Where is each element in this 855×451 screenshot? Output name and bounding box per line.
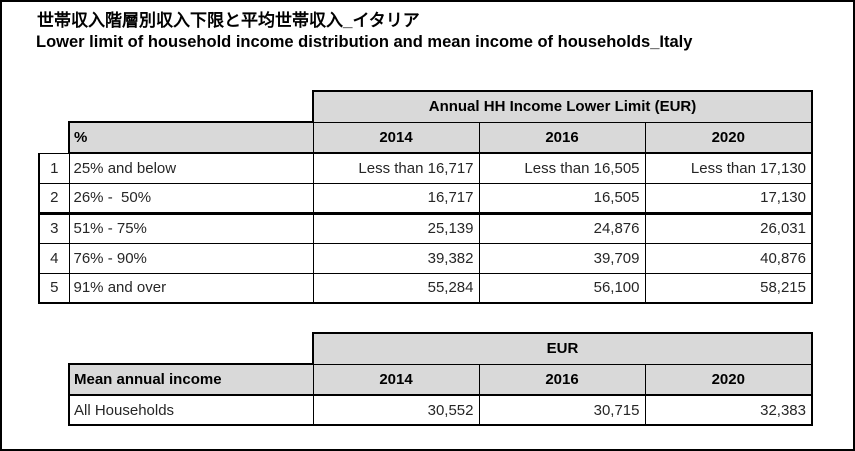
row-label: 91% and over bbox=[68, 272, 314, 304]
table-row: 1 25% and below Less than 16,717 Less th… bbox=[38, 152, 813, 184]
row-label: 25% and below bbox=[68, 152, 314, 184]
table-row: 3 51% - 75% 25,139 24,876 26,031 bbox=[38, 211, 813, 244]
cell-2016: 39,709 bbox=[478, 242, 646, 274]
table2-group-header-row: EUR bbox=[69, 332, 813, 365]
cell-2020: 32,383 bbox=[644, 394, 813, 426]
title-japanese: 世帯収入階層別収入下限と平均世帯収入_イタリア bbox=[37, 11, 420, 30]
table-row: 5 91% and over 55,284 56,100 58,215 bbox=[38, 272, 813, 304]
title-english: Lower limit of household income distribu… bbox=[36, 33, 693, 51]
table2-year-header-2014: 2014 bbox=[312, 363, 480, 396]
row-number: 1 bbox=[38, 152, 70, 184]
table-row: All Households 30,552 30,715 32,383 bbox=[68, 394, 813, 426]
table2-column-header-row: Mean annual income 2014 2016 2020 bbox=[68, 363, 813, 396]
table1-group-header: Annual HH Income Lower Limit (EUR) bbox=[312, 90, 813, 123]
cell-2016: Less than 16,505 bbox=[478, 152, 646, 184]
row-number: 5 bbox=[38, 272, 70, 304]
table1-year-header-2020: 2020 bbox=[644, 121, 813, 154]
cell-2014: Less than 16,717 bbox=[312, 152, 480, 184]
mean-income-table: EUR Mean annual income 2014 2016 2020 Al… bbox=[68, 332, 813, 426]
table1-year-header-2016: 2016 bbox=[478, 121, 646, 154]
table1-column-header-row: % 2014 2016 2020 bbox=[39, 121, 813, 154]
spacer-cell bbox=[69, 91, 313, 122]
table2-row-header: Mean annual income bbox=[68, 363, 314, 396]
table2-year-header-2016: 2016 bbox=[478, 363, 646, 396]
cell-2016: 24,876 bbox=[478, 211, 646, 244]
income-lower-limit-table: Annual HH Income Lower Limit (EUR) % 201… bbox=[38, 90, 813, 304]
row-number: 2 bbox=[38, 182, 70, 214]
cell-2014: 25,139 bbox=[312, 211, 480, 244]
row-label: 26% - 50% bbox=[68, 182, 314, 214]
spacer-cell bbox=[69, 333, 313, 364]
row-number: 3 bbox=[38, 211, 70, 244]
cell-2014: 16,717 bbox=[312, 182, 480, 214]
spacer-cell bbox=[39, 91, 69, 122]
table1-percent-header: % bbox=[68, 121, 314, 154]
cell-2020: 40,876 bbox=[644, 242, 813, 274]
cell-2016: 16,505 bbox=[478, 182, 646, 214]
cell-2020: 58,215 bbox=[644, 272, 813, 304]
cell-2020: 17,130 bbox=[644, 182, 813, 214]
table1-year-header-2014: 2014 bbox=[312, 121, 480, 154]
cell-2020: 26,031 bbox=[644, 211, 813, 244]
row-label: 51% - 75% bbox=[68, 211, 314, 244]
table-row: 2 26% - 50% 16,717 16,505 17,130 bbox=[38, 182, 813, 214]
table2-year-header-2020: 2020 bbox=[644, 363, 813, 396]
row-number: 4 bbox=[38, 242, 70, 274]
cell-2016: 30,715 bbox=[478, 394, 646, 426]
cell-2020: Less than 17,130 bbox=[644, 152, 813, 184]
cell-2016: 56,100 bbox=[478, 272, 646, 304]
cell-2014: 55,284 bbox=[312, 272, 480, 304]
table1-group-header-row: Annual HH Income Lower Limit (EUR) bbox=[39, 90, 813, 123]
table-row: 4 76% - 90% 39,382 39,709 40,876 bbox=[38, 242, 813, 274]
spacer-cell bbox=[39, 122, 69, 153]
cell-2014: 39,382 bbox=[312, 242, 480, 274]
cell-2014: 30,552 bbox=[312, 394, 480, 426]
row-label: All Households bbox=[68, 394, 314, 426]
table2-group-header: EUR bbox=[312, 332, 813, 365]
row-label: 76% - 90% bbox=[68, 242, 314, 274]
